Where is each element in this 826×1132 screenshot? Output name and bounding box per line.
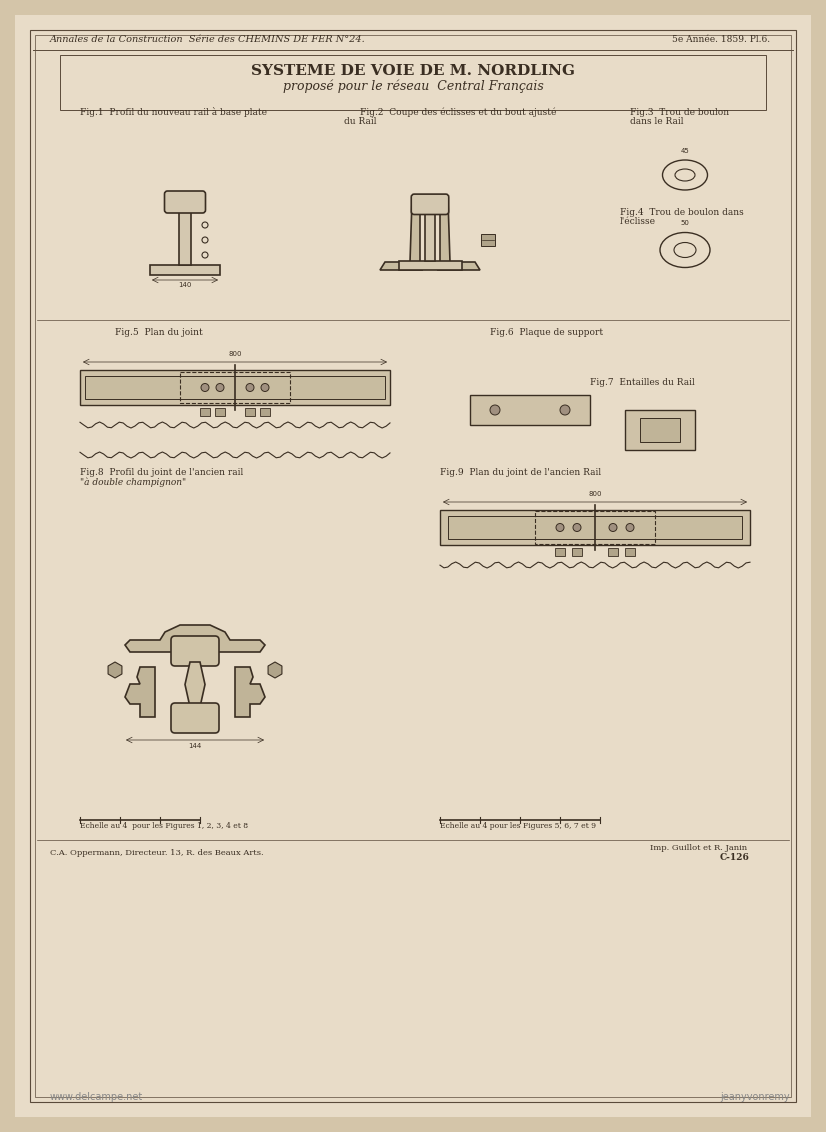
Bar bbox=[200, 408, 210, 415]
Text: 144: 144 bbox=[188, 743, 202, 749]
Text: Fig.4  Trou de boulon dans: Fig.4 Trou de boulon dans bbox=[620, 208, 743, 217]
Polygon shape bbox=[125, 625, 265, 652]
FancyBboxPatch shape bbox=[171, 703, 219, 734]
Text: Imp. Guillot et R. Janin: Imp. Guillot et R. Janin bbox=[650, 844, 748, 852]
Polygon shape bbox=[380, 200, 422, 271]
Bar bbox=[608, 548, 618, 556]
Text: Annales de la Construction  Série des CHEMINS DE FER N°24.: Annales de la Construction Série des CHE… bbox=[50, 35, 366, 44]
Text: Echelle au 4  pour les Figures 1, 2, 3, 4 et 8: Echelle au 4 pour les Figures 1, 2, 3, 4… bbox=[80, 822, 248, 830]
Text: "à double champignon": "à double champignon" bbox=[80, 478, 186, 487]
Text: 140: 140 bbox=[178, 282, 192, 288]
Bar bbox=[260, 408, 270, 415]
Text: dans le Rail: dans le Rail bbox=[630, 117, 683, 126]
Polygon shape bbox=[235, 667, 265, 717]
Bar bbox=[625, 410, 695, 451]
Bar bbox=[625, 548, 635, 556]
Circle shape bbox=[560, 405, 570, 415]
FancyBboxPatch shape bbox=[411, 194, 449, 214]
Text: Fig.5  Plan du joint: Fig.5 Plan du joint bbox=[115, 328, 202, 337]
Text: 800: 800 bbox=[588, 491, 602, 497]
Text: 45: 45 bbox=[681, 148, 690, 154]
Bar bbox=[80, 370, 390, 405]
Circle shape bbox=[246, 384, 254, 392]
Bar bbox=[180, 372, 290, 403]
Text: C-126: C-126 bbox=[720, 854, 750, 861]
Bar bbox=[448, 516, 742, 539]
Text: Echelle au 4 pour les Figures 5, 6, 7 et 9: Echelle au 4 pour les Figures 5, 6, 7 et… bbox=[440, 822, 596, 830]
Text: Fig.1  Profil du nouveau rail à base plate: Fig.1 Profil du nouveau rail à base plat… bbox=[80, 108, 267, 117]
Bar bbox=[398, 261, 462, 271]
FancyBboxPatch shape bbox=[164, 191, 206, 213]
Text: l'éclisse: l'éclisse bbox=[620, 217, 656, 226]
FancyBboxPatch shape bbox=[15, 15, 811, 1117]
Bar bbox=[425, 212, 435, 261]
Text: Fig.8  Profil du joint de l'ancien rail: Fig.8 Profil du joint de l'ancien rail bbox=[80, 468, 243, 477]
FancyBboxPatch shape bbox=[481, 234, 495, 246]
Polygon shape bbox=[125, 667, 155, 717]
Circle shape bbox=[609, 523, 617, 532]
Bar bbox=[535, 511, 655, 544]
Text: Fig.6  Plaque de support: Fig.6 Plaque de support bbox=[490, 328, 603, 337]
Text: 5e Année. 1859. Pl.6.: 5e Année. 1859. Pl.6. bbox=[672, 35, 770, 44]
Text: 50: 50 bbox=[681, 220, 690, 226]
Text: www.delcampe.net: www.delcampe.net bbox=[50, 1092, 143, 1101]
Bar bbox=[179, 211, 191, 265]
Text: du Rail: du Rail bbox=[344, 117, 377, 126]
Bar bbox=[555, 548, 565, 556]
FancyBboxPatch shape bbox=[171, 636, 219, 666]
Polygon shape bbox=[108, 662, 122, 678]
Text: SYSTEME DE VOIE DE M. NORDLING: SYSTEME DE VOIE DE M. NORDLING bbox=[251, 65, 575, 78]
Text: Fig.3  Trou de boulon: Fig.3 Trou de boulon bbox=[630, 108, 729, 117]
Bar bbox=[640, 418, 680, 441]
Bar bbox=[440, 511, 750, 544]
Text: Fig.2  Coupe des éclisses et du bout ajusté: Fig.2 Coupe des éclisses et du bout ajus… bbox=[360, 108, 557, 117]
Text: proposé pour le réseau  Central Français: proposé pour le réseau Central Français bbox=[282, 79, 544, 93]
Polygon shape bbox=[438, 200, 480, 271]
Bar bbox=[60, 55, 766, 110]
Circle shape bbox=[626, 523, 634, 532]
Bar bbox=[470, 395, 590, 424]
Polygon shape bbox=[185, 662, 205, 708]
Bar bbox=[150, 265, 220, 275]
Text: jeanyvonremy: jeanyvonremy bbox=[720, 1092, 790, 1101]
Bar bbox=[572, 548, 582, 556]
Bar bbox=[245, 408, 255, 415]
Text: 800: 800 bbox=[228, 351, 242, 357]
Circle shape bbox=[201, 384, 209, 392]
Text: Fig.9  Plan du joint de l'ancien Rail: Fig.9 Plan du joint de l'ancien Rail bbox=[440, 468, 601, 477]
Text: Fig.7  Entailles du Rail: Fig.7 Entailles du Rail bbox=[590, 378, 695, 387]
Circle shape bbox=[490, 405, 500, 415]
Bar bbox=[215, 408, 225, 415]
Circle shape bbox=[261, 384, 269, 392]
Polygon shape bbox=[268, 662, 282, 678]
Text: C.A. Oppermann, Directeur. 13, R. des Beaux Arts.: C.A. Oppermann, Directeur. 13, R. des Be… bbox=[50, 849, 263, 857]
Circle shape bbox=[573, 523, 581, 532]
Circle shape bbox=[556, 523, 564, 532]
Circle shape bbox=[216, 384, 224, 392]
Bar bbox=[85, 376, 385, 398]
